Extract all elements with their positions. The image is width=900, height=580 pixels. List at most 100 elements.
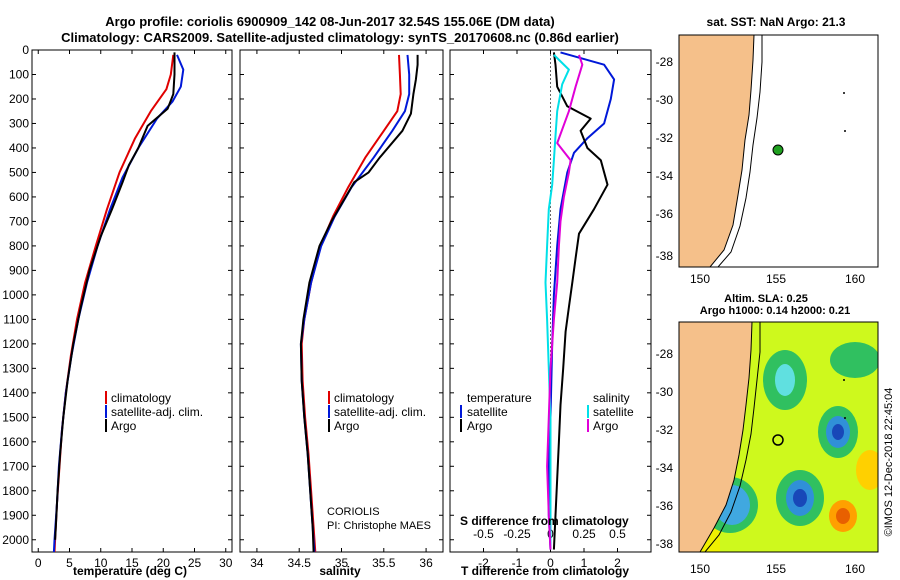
sla-map-ytick: -34 [656, 461, 674, 475]
x-tick-label: 35 [335, 556, 349, 570]
y-tick-label: 0 [22, 43, 29, 57]
x-tick-label: -2 [478, 556, 489, 570]
y-tick-label: 1600 [2, 435, 29, 449]
sla-map-ytick: -36 [656, 499, 674, 513]
x-tick-label: 30 [219, 556, 233, 570]
sst-map-land [679, 35, 755, 267]
y-tick-label: 1200 [2, 337, 29, 351]
sla-map-title-1: Altim. SLA: 0.25 [724, 293, 808, 305]
x-tick-label: 5 [66, 556, 73, 570]
x2-tick-label: 0.5 [609, 527, 626, 541]
x-tick-label: 15 [125, 556, 139, 570]
y-tick-label: 400 [9, 141, 29, 155]
x-tick-label: 2 [614, 556, 621, 570]
sla-anomaly [830, 342, 878, 378]
x-tick-label: -1 [512, 556, 523, 570]
x-tick-label: 34 [250, 556, 264, 570]
y-tick-label: 800 [9, 239, 29, 253]
sst-map-ytick: -32 [656, 131, 674, 145]
legend-salinity-heading: salinity [593, 391, 630, 405]
x-tick-label: 35.5 [372, 556, 396, 570]
sst-map-xtick: 150 [690, 272, 710, 286]
sla-map-xticks: 150 155 160 [690, 562, 865, 576]
series-line-argo [54, 52, 176, 540]
x2-tick-label: -0.5 [473, 527, 494, 541]
y-tick-label: 900 [9, 263, 29, 277]
x-tick-label: 20 [157, 556, 171, 570]
header-line2: Climatology: CARS2009. Satellite-adjuste… [61, 30, 619, 45]
sst-map [679, 35, 878, 267]
y-tick-label: 1400 [2, 386, 29, 400]
sla-map [679, 321, 878, 552]
sla-map-ytick: -32 [656, 423, 674, 437]
x-tick-label: 36 [419, 556, 433, 570]
sst-map-island [844, 130, 846, 132]
sla-anomaly [856, 450, 878, 490]
sla-map-island [844, 417, 846, 419]
sla-map-xtick: 160 [845, 562, 865, 576]
sst-map-xtick: 155 [766, 272, 786, 286]
secondary-axis-label: S difference from climatology [460, 514, 629, 528]
sst-map-isobath [717, 35, 763, 267]
x-tick-label: 1 [581, 556, 588, 570]
salinity-axis-label: salinity [319, 564, 361, 578]
salinity-plot: 34 34.5 35 35.5 36 [240, 49, 443, 570]
y-tick-label: 1500 [2, 410, 29, 424]
header-line1: Argo profile: coriolis 6900909_142 08-Ju… [105, 14, 554, 29]
series-line-satellite-adj-clim- [299, 54, 411, 553]
series-line-temperature-satellite [547, 51, 616, 550]
legend-satellite-label: satellite-adj. clim. [111, 405, 203, 419]
sla-map-isobath [704, 322, 761, 552]
credit-pi: PI: Christophe MAES [327, 520, 431, 532]
sla-map-yticks: -28 -30 -32 -34 -36 -38 [656, 347, 674, 551]
copyright-timestamp: ©IMOS 12-Dec-2018 22:45:04 [883, 388, 895, 537]
y-tick-label: 200 [9, 92, 29, 106]
legend-climatology-label: climatology [111, 391, 171, 405]
sla-map-ytick: -30 [656, 385, 674, 399]
salinity-plot-frame [239, 49, 444, 553]
sla-anomaly [836, 508, 850, 524]
y-tick-label: 1700 [2, 459, 29, 473]
sst-map-ytick: -34 [656, 169, 674, 183]
temperature-plot-frame [31, 49, 233, 553]
sla-map-xtick: 150 [690, 562, 710, 576]
sst-map-ytick: -30 [656, 93, 674, 107]
x-tick-label: 25 [188, 556, 202, 570]
difference-legend: temperature satellite Argo salinity sate… [460, 391, 634, 433]
sst-map-xticks: 150 155 160 [690, 272, 865, 286]
temperature-legend: climatology satellite-adj. clim. Argo [105, 391, 203, 433]
sla-map-frame [678, 321, 879, 553]
legend-temp-argo-label: Argo [467, 419, 493, 433]
sla-map-island [843, 379, 845, 381]
difference-plot: -2 -1 0 1 2-0.5 -0.25 0 0.25 0.5 [450, 49, 651, 570]
series-line-argo [299, 54, 419, 553]
salinity-legend: climatology satellite-adj. clim. Argo [328, 391, 426, 433]
x-tick-label: 10 [94, 556, 108, 570]
sst-map-island [843, 92, 845, 94]
sla-anomaly [793, 489, 807, 507]
series-line-salinity-argo [546, 54, 584, 550]
y-tick-label: 700 [9, 214, 29, 228]
x2-tick-label: -0.25 [503, 527, 531, 541]
sst-map-ytick: -28 [656, 55, 674, 69]
sst-map-ytick: -38 [656, 249, 674, 263]
series-line-climatology [300, 54, 402, 553]
y-tick-label: 1100 [3, 312, 29, 326]
legend-satellite-label: satellite-adj. clim. [334, 405, 426, 419]
y-tick-label: 1800 [2, 484, 29, 498]
temperature-plot: 0100200300400500600700800900100011001200… [2, 43, 232, 570]
sst-map-ytick: -36 [656, 207, 674, 221]
argo-float-marker [772, 434, 784, 446]
x-tick-label: 0 [547, 556, 554, 570]
series-line-climatology [53, 54, 175, 553]
temperature-axis-label: temperature (deg C) [73, 564, 187, 578]
sla-map-ytick: -28 [656, 347, 674, 361]
legend-sal-argo-label: Argo [593, 419, 619, 433]
x2-tick-label: 0.25 [572, 527, 596, 541]
sst-map-title: sat. SST: NaN Argo: 21.3 [707, 15, 846, 29]
y-tick-label: 600 [9, 190, 29, 204]
legend-argo-label: Argo [334, 419, 360, 433]
legend-climatology-label: climatology [334, 391, 394, 405]
y-tick-label: 300 [9, 116, 29, 130]
sla-map-ytick: -38 [656, 537, 674, 551]
